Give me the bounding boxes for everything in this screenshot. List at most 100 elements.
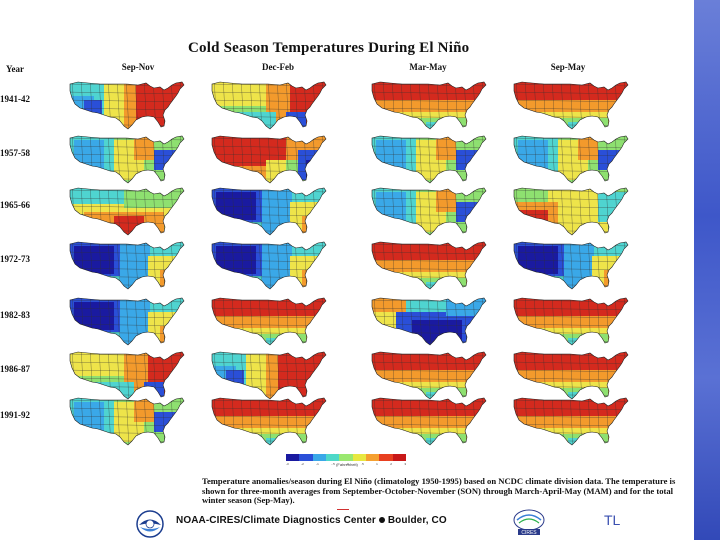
us-outline (513, 397, 629, 446)
division-line (70, 415, 184, 419)
division-line (514, 145, 628, 149)
division-line (514, 251, 628, 255)
division-line (70, 145, 184, 149)
anomaly-region (518, 210, 548, 234)
division-line (514, 361, 628, 365)
colorbar-tick-label: 0 (347, 462, 349, 466)
column-header-mar-may: Mar-May (409, 62, 447, 72)
division-line (427, 242, 432, 289)
anomaly-region (298, 150, 322, 180)
us-outline (69, 351, 185, 400)
anomaly-region (598, 192, 628, 222)
colorbar-swatch (339, 454, 353, 461)
anomaly-region (136, 82, 184, 129)
division-line (267, 298, 272, 345)
division-line (372, 197, 486, 201)
us-temperature-anomaly-map (206, 130, 330, 186)
division-line (212, 259, 326, 263)
division-line (372, 407, 486, 411)
us-outline (69, 397, 185, 446)
division-line (70, 307, 184, 311)
anomaly-region (376, 140, 406, 170)
us-outline (513, 187, 629, 236)
red-accent-mark (337, 509, 349, 510)
division-line (212, 145, 326, 149)
colorbar-swatch (352, 454, 366, 461)
us-outline (211, 135, 327, 184)
colorbar-swatch (286, 454, 300, 461)
division-line (212, 153, 326, 157)
colorbar-tick-label: -1 (316, 462, 319, 466)
division-line (514, 197, 628, 201)
division-line (212, 99, 326, 103)
anomaly-region (376, 192, 406, 222)
division-line (212, 407, 326, 411)
division-line (70, 361, 184, 365)
decorative-side-stripe (694, 0, 720, 540)
row-year-label: 1965-66 (0, 200, 30, 210)
row-year-label: 1986-87 (0, 364, 30, 374)
temperature-colorbar (286, 454, 406, 461)
footer-tag: TL (604, 512, 621, 528)
division-line (212, 205, 326, 209)
division-line (125, 298, 130, 345)
colorbar-unit: (Fahrenheit) (336, 462, 358, 467)
us-temperature-anomaly-map (508, 346, 632, 402)
division-line (212, 91, 326, 95)
us-temperature-anomaly-map (64, 182, 188, 238)
us-temperature-anomaly-map (508, 130, 632, 186)
row-year-label: 1957-58 (0, 148, 30, 158)
us-temperature-anomaly-map (508, 76, 632, 132)
division-line (125, 188, 130, 235)
us-temperature-anomaly-map (366, 236, 490, 292)
division-line (514, 315, 628, 319)
column-header-sep-may: Sep-May (550, 62, 586, 72)
year-column-header: Year (6, 64, 24, 74)
us-temperature-anomaly-map (508, 236, 632, 292)
us-outline (69, 241, 185, 290)
noaa-logo-icon (136, 510, 164, 538)
division-line (70, 197, 184, 201)
division-line (125, 242, 130, 289)
division-line (212, 251, 326, 255)
division-line (569, 188, 574, 235)
colorbar-tick-label: 3 (404, 462, 406, 466)
division-line (372, 145, 486, 149)
division-line (569, 398, 574, 445)
column-header-dec-feb: Dec-Feb (262, 62, 294, 72)
figure-caption: Temperature anomalies/season during El N… (202, 476, 676, 506)
us-temperature-anomaly-map (366, 346, 490, 402)
anomaly-region (578, 136, 598, 160)
us-outline (211, 187, 327, 236)
anomaly-region (114, 216, 144, 235)
anomaly-region (160, 326, 184, 345)
division-line (427, 352, 432, 399)
colorbar-ticks: -3 -2 -1 -.5 0 .5 1 2 3 (286, 462, 406, 466)
colorbar-swatch (392, 454, 406, 461)
anomaly-region (286, 112, 306, 129)
anomaly-region (372, 312, 396, 332)
division-line (70, 407, 184, 411)
us-outline (513, 241, 629, 290)
us-outline (371, 135, 487, 184)
us-temperature-anomaly-map (206, 76, 330, 132)
division-line (125, 352, 130, 399)
row-year-label: 1941-42 (0, 94, 30, 104)
division-line (427, 398, 432, 445)
division-line (212, 197, 326, 201)
division-line (514, 259, 628, 263)
anomaly-region (160, 398, 184, 412)
us-outline (513, 81, 629, 130)
anomaly-region (462, 136, 486, 150)
row-year-label: 1991-92 (0, 410, 30, 420)
division-line (267, 188, 272, 235)
anomaly-region (160, 270, 184, 289)
row-year-label: 1972-73 (0, 254, 30, 264)
us-outline (211, 297, 327, 346)
division-line (372, 369, 486, 373)
us-outline (371, 297, 487, 346)
division-line (372, 415, 486, 419)
colorbar-swatch (365, 454, 380, 461)
us-outline (371, 351, 487, 400)
division-line (125, 136, 130, 183)
